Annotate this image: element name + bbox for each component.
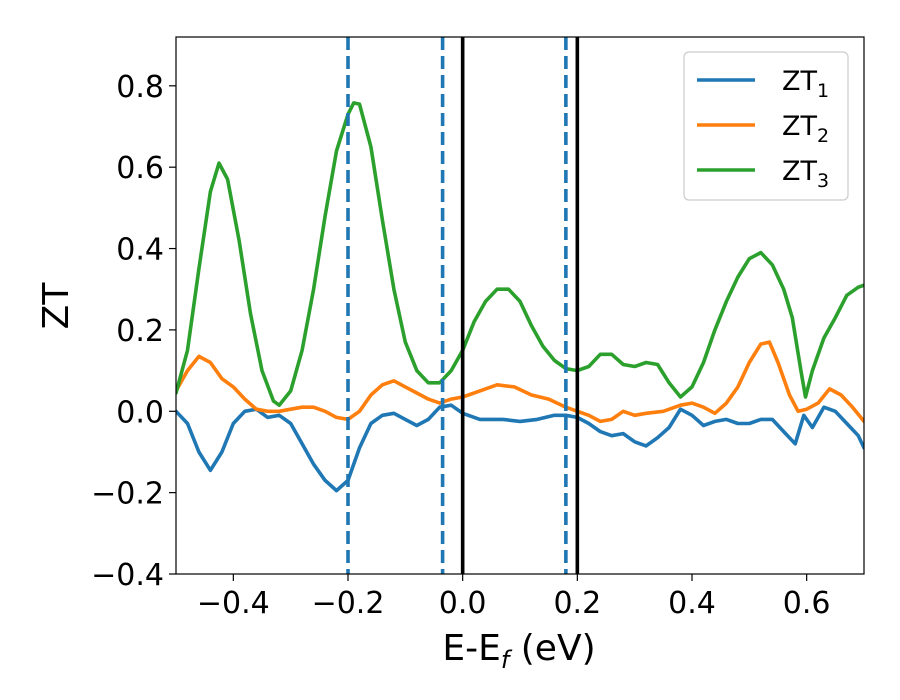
y-tick-label: −0.2 (91, 477, 164, 512)
x-axis-title: E-Ef (eV) (442, 628, 595, 674)
x-tick-label: 0.4 (668, 586, 716, 621)
y-tick-label: 0.6 (116, 151, 164, 186)
x-tick-label: −0.4 (197, 586, 270, 621)
vertical-lines-layer (346, 37, 580, 574)
legend: ZT1 ZT2 ZT3 (683, 51, 849, 201)
x-tick-label: 0.2 (553, 586, 601, 621)
legend-box (683, 51, 849, 201)
y-axis-title: ZT (36, 282, 77, 330)
y-axis-ticks: −0.4 −0.2 0.0 0.2 0.4 0.6 0.8 (91, 70, 176, 593)
series-line-zt1 (176, 403, 864, 493)
series-layer (176, 101, 864, 493)
y-tick-label: 0.0 (116, 395, 164, 430)
legend-label-zt1: ZT1 (782, 66, 829, 102)
y-tick-label: 0.4 (116, 233, 164, 268)
legend-label-zt3: ZT3 (782, 156, 829, 192)
x-tick-label: 0.0 (439, 586, 487, 621)
x-tick-label: −0.2 (312, 586, 385, 621)
y-tick-label: 0.8 (116, 70, 164, 105)
y-tick-label: 0.2 (116, 314, 164, 349)
plot-frame (175, 36, 865, 575)
series-line-zt3 (176, 101, 864, 407)
x-tick-label: 0.6 (783, 586, 831, 621)
series-line-zt2 (176, 340, 864, 424)
y-tick-label: −0.4 (91, 558, 164, 593)
x-axis-ticks: −0.4 −0.2 0.0 0.2 0.4 0.6 (197, 574, 831, 621)
legend-label-zt2: ZT2 (782, 111, 829, 147)
